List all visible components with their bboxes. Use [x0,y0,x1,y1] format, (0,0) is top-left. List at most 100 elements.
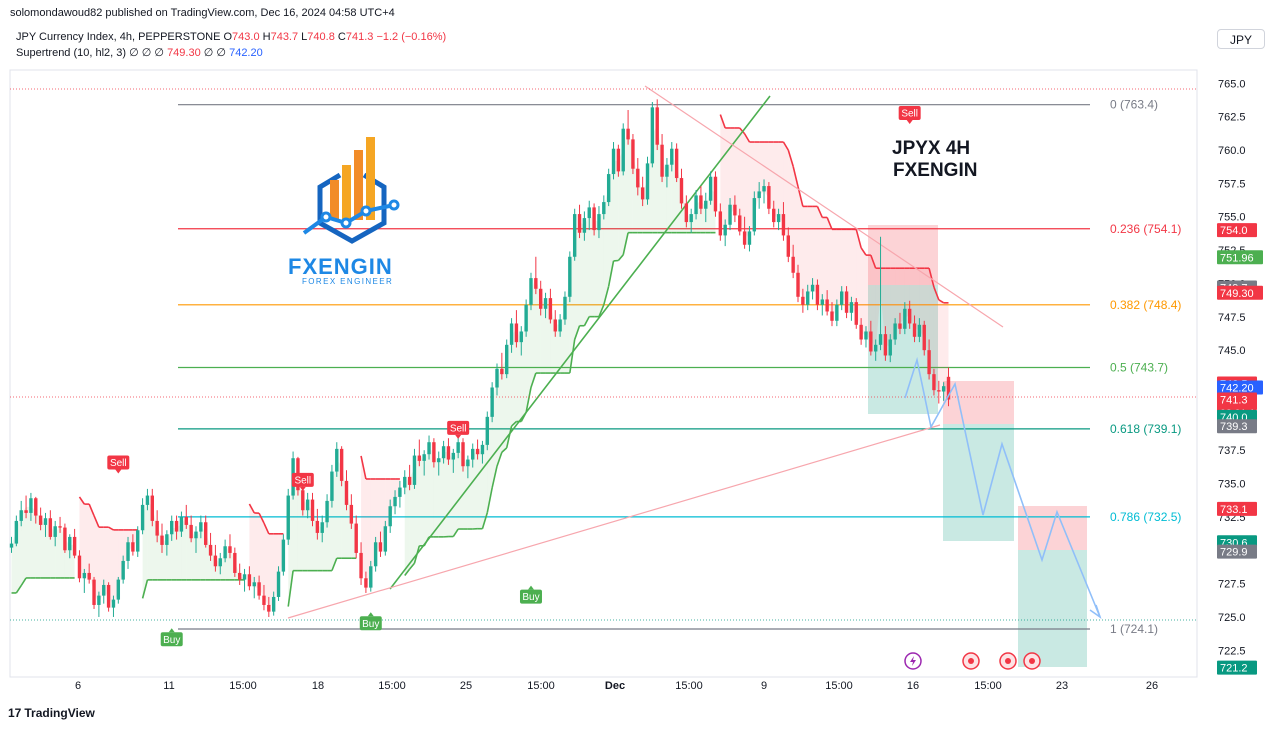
price-tick-label: 735.0 [1218,479,1246,491]
price-tick-label: 762.5 [1218,112,1246,124]
signal-pointer [299,486,306,491]
signal-label: Buy [522,592,539,603]
candle-body [568,256,572,297]
currency-button[interactable]: JPY [1217,29,1265,49]
logo-bar-4 [366,137,375,220]
candle-body [762,186,766,192]
price-axis-label-bg [1217,250,1263,265]
supertrend-fill [584,215,590,326]
supertrend-fill [764,142,769,199]
candle-body [461,442,465,467]
candle-body [286,495,290,540]
candle-body [145,495,150,505]
signal-pointer [455,434,462,439]
supertrend-fill [861,247,866,337]
supertrend-fill [254,512,260,588]
supertrend-fill [540,298,546,374]
close-value: 741.3 [345,31,374,43]
candle-body [92,579,96,605]
supertrend-fill [778,142,784,222]
supertrend-line-segment [331,557,338,571]
signals-layer: Sell Buy Sell Buy Sell Buy Sell [107,106,921,647]
supertrend-fill [482,430,488,529]
fib-level-label: 0.5 (743.7) [1110,360,1168,374]
supertrend-fill [555,323,561,374]
candle-body [878,334,883,345]
tradingview-brand[interactable]: 17 TradingView [8,706,95,720]
price-axis: 765.0762.5760.0757.5755.0752.5750.0747.5… [1196,70,1246,677]
supertrend-fill [55,524,61,578]
candle-body [708,176,713,201]
supertrend-line-segment [826,217,833,230]
candle-body [534,278,538,289]
supertrend-line-segment [573,325,581,340]
supertrend-fill [123,529,129,570]
candle-body [869,331,873,352]
time-tick-label: 16 [907,680,919,692]
logo-bar-1 [330,180,339,220]
watermark-line-1: JPYX 4H [892,138,970,159]
supertrend-fill [395,478,400,503]
candle-body [500,368,504,375]
price-tick-label: 760.0 [1218,145,1246,157]
candle-body [563,296,567,320]
candle-body [864,331,868,340]
buy-signal: Buy [160,628,183,647]
indicator-name[interactable]: Supertrend (10, hl2, 3) [16,47,127,59]
supertrend-fill [739,127,745,233]
supertrend-up-value: 742.20 [229,47,263,59]
candle-body [475,448,480,455]
candle-body [606,174,611,203]
candle-body [315,520,320,533]
time-tick-label: 15:00 [825,680,853,692]
candle-body [655,107,659,145]
candle-body [305,499,310,511]
candle-body [422,454,426,461]
supertrend-line-segment [933,286,940,301]
supertrend-line-segment [287,570,294,607]
candle-body [237,572,242,580]
supertrend-line-segment [607,260,615,287]
price-tick-label: 725.0 [1218,612,1246,624]
candle-body [184,516,188,525]
candle-body [572,214,577,257]
candle-body [335,448,339,472]
price-axis-label: 733.1 [1220,504,1248,516]
price-axis-label: 739.3 [1220,421,1248,433]
candle-body [621,128,625,172]
buy-signal: Buy [359,612,382,631]
candle-body [364,578,368,588]
candle-body [597,214,601,231]
supertrend-fill [589,215,595,317]
high-label: H [262,31,271,43]
price-tick-label: 765.0 [1218,78,1246,90]
supertrend-fill [45,524,51,578]
candle-body [262,595,266,605]
event-icons [904,652,1041,670]
candle-body [126,542,130,561]
signal-pointer [367,612,374,617]
supertrend-fill [875,268,881,351]
candle-body [441,446,446,459]
candle-body [9,543,14,548]
candle-body [582,218,587,233]
supertrend-fill [162,538,167,580]
symbol-legend: JPY Currency Index, 4h, PEPPERSTONE O743… [16,31,446,43]
plot-background [10,70,1197,677]
signal-badge [160,632,183,647]
candle-body [806,291,810,305]
fib-level-label: 1 (724.1) [1110,622,1158,636]
supertrend-fill [438,452,444,537]
candle-body [354,523,358,553]
supertrend-fill [171,527,177,580]
supertrend-fill [511,328,517,427]
price-axis-label-bg [1217,660,1257,675]
candle-body [640,187,645,200]
signal-badge [107,455,130,470]
candle-body [485,416,489,445]
symbol-name[interactable]: JPY Currency Index, 4h, PEPPERSTONE [16,31,221,43]
candle-body [772,208,776,223]
candle-body [325,500,329,523]
fxengin-logo: FXENGIN FOREX ENGINEER [288,137,400,286]
